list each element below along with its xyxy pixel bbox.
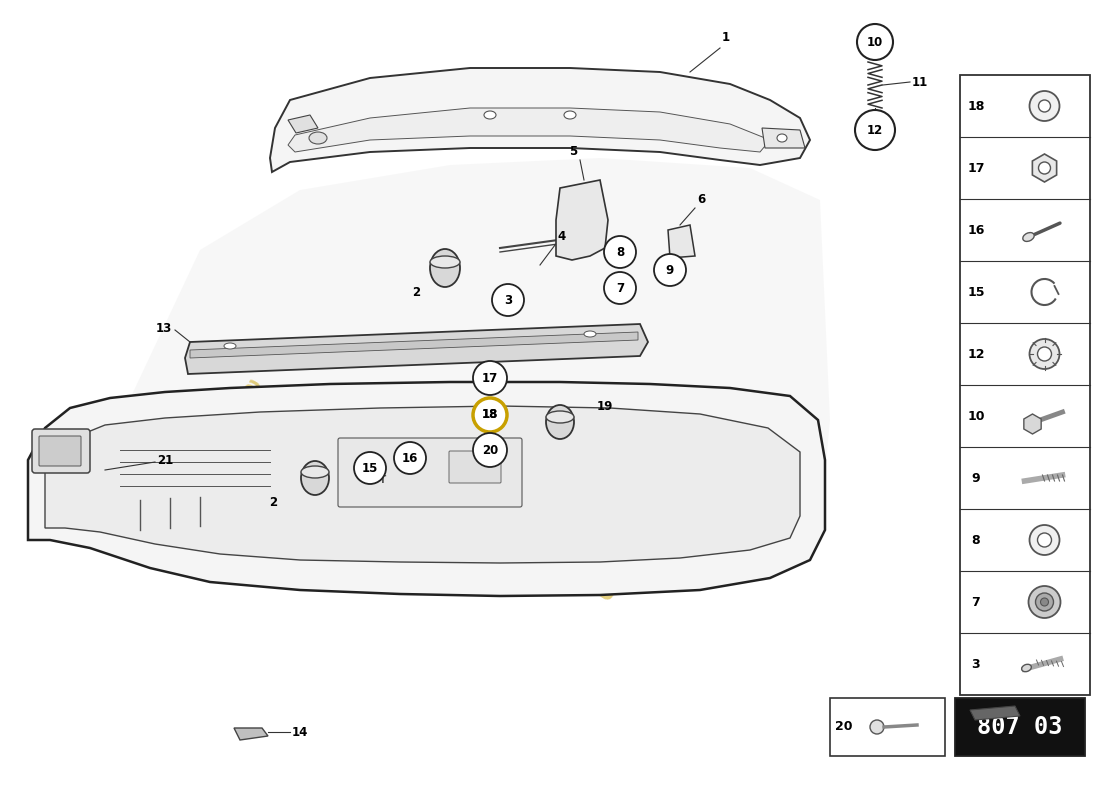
Ellipse shape <box>301 461 329 495</box>
Circle shape <box>1037 533 1052 547</box>
Text: 8: 8 <box>971 534 980 546</box>
Text: 19: 19 <box>597 399 614 413</box>
Ellipse shape <box>546 405 574 439</box>
FancyBboxPatch shape <box>955 698 1085 756</box>
Polygon shape <box>288 115 318 133</box>
Ellipse shape <box>546 411 574 423</box>
FancyBboxPatch shape <box>830 698 945 756</box>
Circle shape <box>354 452 386 484</box>
Text: 3: 3 <box>971 658 980 670</box>
Text: 18: 18 <box>482 409 498 422</box>
Polygon shape <box>234 728 268 740</box>
Circle shape <box>857 24 893 60</box>
Circle shape <box>654 254 686 286</box>
Text: 11: 11 <box>912 75 928 89</box>
Text: 14: 14 <box>292 726 308 738</box>
Circle shape <box>1041 598 1048 606</box>
Text: 20: 20 <box>482 443 498 457</box>
Polygon shape <box>762 128 805 148</box>
Polygon shape <box>668 225 695 258</box>
Text: 5: 5 <box>569 145 578 158</box>
Circle shape <box>870 720 884 734</box>
Circle shape <box>1038 162 1050 174</box>
FancyBboxPatch shape <box>338 438 522 507</box>
Ellipse shape <box>564 111 576 119</box>
Text: 16: 16 <box>402 451 418 465</box>
Text: 17: 17 <box>967 162 984 174</box>
Ellipse shape <box>309 132 327 144</box>
Text: 9: 9 <box>971 471 980 485</box>
Ellipse shape <box>584 331 596 337</box>
Polygon shape <box>190 332 638 358</box>
Ellipse shape <box>1023 233 1034 242</box>
Circle shape <box>473 433 507 467</box>
Text: 8: 8 <box>616 246 624 258</box>
Polygon shape <box>120 158 830 565</box>
Circle shape <box>394 442 426 474</box>
Text: 18: 18 <box>482 409 498 422</box>
Polygon shape <box>28 382 825 596</box>
FancyBboxPatch shape <box>39 436 81 466</box>
Ellipse shape <box>777 134 786 142</box>
Text: 807 03: 807 03 <box>977 715 1063 739</box>
Text: 10: 10 <box>967 410 984 422</box>
Text: 7: 7 <box>616 282 624 294</box>
Polygon shape <box>1033 154 1057 182</box>
Text: 21: 21 <box>157 454 174 466</box>
Text: 15: 15 <box>362 462 378 474</box>
Circle shape <box>1030 91 1059 121</box>
Text: 1: 1 <box>722 31 730 44</box>
Circle shape <box>1030 339 1059 369</box>
Circle shape <box>1037 347 1052 361</box>
Polygon shape <box>288 108 770 152</box>
Circle shape <box>604 236 636 268</box>
FancyBboxPatch shape <box>32 429 90 473</box>
Circle shape <box>492 284 524 316</box>
Text: 9: 9 <box>666 263 674 277</box>
Text: 15: 15 <box>967 286 984 298</box>
Ellipse shape <box>430 249 460 287</box>
Circle shape <box>604 272 636 304</box>
Polygon shape <box>45 406 800 563</box>
Polygon shape <box>556 180 608 260</box>
Polygon shape <box>970 706 1020 720</box>
Text: VT: VT <box>373 475 387 485</box>
Ellipse shape <box>301 466 329 478</box>
Text: 7: 7 <box>971 595 980 609</box>
Polygon shape <box>1024 414 1042 434</box>
Text: 20: 20 <box>835 721 852 734</box>
Circle shape <box>1038 100 1050 112</box>
Polygon shape <box>270 68 810 172</box>
Circle shape <box>473 361 507 395</box>
Polygon shape <box>185 324 648 374</box>
Circle shape <box>1030 525 1059 555</box>
Circle shape <box>473 398 507 432</box>
FancyBboxPatch shape <box>449 451 500 483</box>
Text: a passion for parts since 1985: a passion for parts since 1985 <box>240 373 620 607</box>
Text: 17: 17 <box>482 371 498 385</box>
Text: 2: 2 <box>411 286 420 298</box>
Text: 3: 3 <box>504 294 513 306</box>
Text: 18: 18 <box>967 99 984 113</box>
Text: 10: 10 <box>867 35 883 49</box>
Ellipse shape <box>484 111 496 119</box>
Circle shape <box>1035 593 1054 611</box>
Text: 12: 12 <box>967 347 984 361</box>
Text: 2: 2 <box>268 495 277 509</box>
Text: 4: 4 <box>557 230 565 243</box>
Text: 6: 6 <box>697 193 705 206</box>
FancyBboxPatch shape <box>960 75 1090 695</box>
Ellipse shape <box>430 256 460 268</box>
Circle shape <box>1028 586 1060 618</box>
Circle shape <box>473 398 507 432</box>
Circle shape <box>855 110 895 150</box>
Ellipse shape <box>1022 664 1032 672</box>
Text: 16: 16 <box>967 223 984 237</box>
Text: 13: 13 <box>156 322 172 334</box>
Ellipse shape <box>224 343 236 349</box>
Text: 12: 12 <box>867 123 883 137</box>
